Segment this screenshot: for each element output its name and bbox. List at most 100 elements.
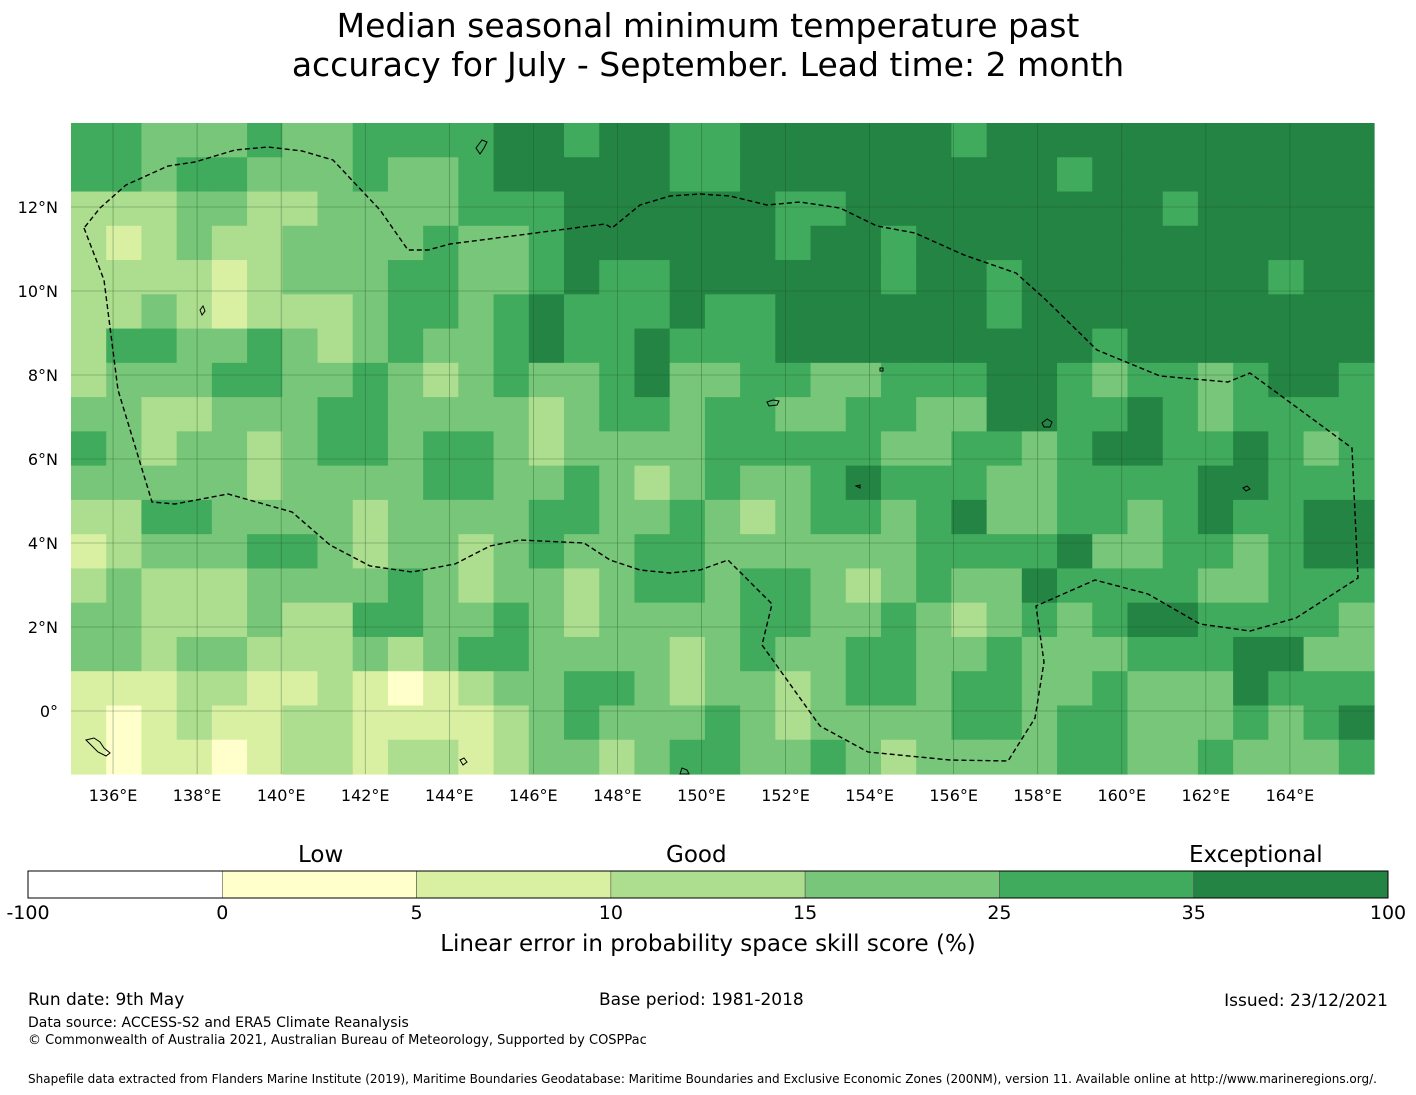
grid-cell [704, 499, 741, 535]
grid-cell [423, 499, 459, 535]
grid-cell [1021, 328, 1058, 364]
grid-cell [211, 431, 248, 467]
island-yap [199, 304, 206, 317]
grid-cell [176, 671, 213, 707]
grid-cell [951, 465, 988, 501]
longitude-label: 162°E [1182, 786, 1231, 805]
grid-cell [1233, 294, 1269, 330]
grid-cell [986, 123, 1023, 158]
grid-cell [1268, 225, 1305, 261]
grid-cell [247, 465, 283, 501]
grid-cell [1092, 123, 1129, 158]
grid-cell [528, 465, 565, 501]
grid-cell [669, 260, 706, 295]
grid-cell [1162, 705, 1199, 741]
grid-cell [1021, 362, 1058, 398]
grid-cell [1092, 260, 1129, 295]
grid-cell [704, 671, 741, 707]
grid-cell [704, 362, 741, 398]
grid-cell [493, 602, 530, 638]
grid-cell [1092, 739, 1129, 775]
issued-date: Issued: 23/12/2021 [1224, 991, 1388, 1011]
grid-cell [528, 397, 565, 432]
grid-cell [740, 636, 776, 672]
grid-cell [211, 294, 248, 330]
grid-cell [740, 431, 776, 467]
colorbar [27, 870, 1389, 899]
grid-cell [845, 191, 882, 227]
grid-cell [458, 739, 495, 775]
title-line-1: Median seasonal minimum temperature past [336, 6, 1080, 45]
grid-cell [1338, 362, 1375, 398]
grid-cell [1303, 705, 1340, 741]
grid-cell [352, 260, 389, 295]
latitude-label: 4°N [28, 534, 58, 553]
grid-cell [71, 362, 107, 398]
grid-cell [528, 431, 565, 467]
longitude-label: 136°E [89, 786, 138, 805]
colorbar-frame [27, 870, 1389, 899]
latitude-label: 6°N [28, 450, 58, 469]
grid-cell [1197, 671, 1234, 707]
grid-cell [1127, 739, 1164, 775]
grid-cell [247, 636, 283, 672]
grid-cell [564, 260, 600, 295]
grid-cell [634, 465, 671, 501]
grid-cell [951, 191, 988, 227]
grid-cell [106, 431, 143, 467]
colorbar-bin [610, 870, 806, 899]
grid-cell [176, 739, 213, 775]
grid-cell [634, 534, 671, 570]
grid-cell [493, 671, 530, 707]
grid-cell [1338, 705, 1375, 741]
grid-cell [1021, 123, 1058, 158]
grid-cell [810, 499, 847, 535]
copyright: © Commonwealth of Australia 2021, Austra… [28, 1033, 647, 1048]
grid-cell [247, 225, 283, 261]
grid-cell [1092, 568, 1129, 604]
grid-cell [1162, 499, 1199, 535]
colorbar-tick-label: 100 [1369, 902, 1407, 924]
grid-cell [282, 260, 319, 295]
grid-cell [1268, 465, 1305, 501]
grid-cell [211, 328, 248, 364]
grid-cell [634, 362, 671, 398]
grid-cell [71, 225, 107, 261]
grid-cell [916, 397, 953, 432]
grid-cell [1197, 431, 1234, 467]
grid-cell [986, 294, 1023, 330]
colorbar-bin [416, 870, 612, 899]
island-png-north [679, 767, 690, 775]
grid-cell [317, 294, 354, 330]
grid-cell [317, 499, 354, 535]
grid-cell [880, 568, 917, 604]
grid-cell [634, 328, 671, 364]
grid-cell [423, 739, 459, 775]
grid-cell [352, 602, 389, 638]
grid-cell [1092, 225, 1129, 261]
grid-cell [1197, 225, 1234, 261]
grid-cell [1127, 636, 1164, 672]
grid-cell [352, 739, 389, 775]
grid-cell [916, 602, 953, 638]
grid-cell [458, 191, 495, 227]
grid-cell [282, 534, 319, 570]
grid-cell [458, 465, 495, 501]
grid-cell [740, 739, 776, 775]
grid-cell [810, 362, 847, 398]
grid-cell [247, 671, 283, 707]
grid-cell [176, 225, 213, 261]
grid-cell [423, 636, 459, 672]
grid-cell [387, 499, 424, 535]
grid-cell [1233, 739, 1269, 775]
grid-cell [564, 602, 600, 638]
grid-cell [704, 636, 741, 672]
grid-cell [493, 534, 530, 570]
grid-cell [669, 362, 706, 398]
grid-cell [634, 123, 671, 158]
grid-cell [423, 123, 459, 158]
grid-cell [1233, 499, 1269, 535]
grid-cell [669, 225, 706, 261]
grid-cell [1127, 671, 1164, 707]
grid-cell [740, 362, 776, 398]
